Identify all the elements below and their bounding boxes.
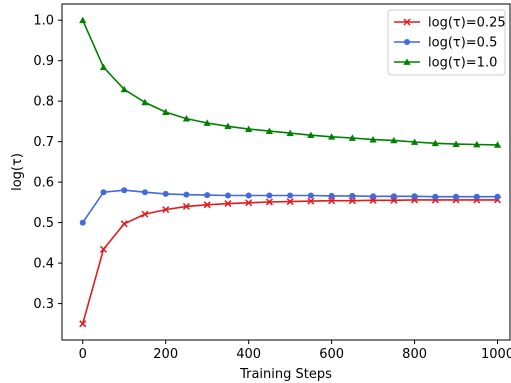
data-point (266, 192, 273, 199)
data-point (390, 136, 398, 144)
data-point (432, 193, 439, 200)
y-axis: 0.3 0.4 0.5 0.6 0.7 0.8 0.9 1.0 (33, 14, 62, 312)
x-axis: 0 200 400 600 800 1000 (79, 340, 511, 362)
y-tick-label: 0.8 (33, 95, 54, 110)
data-point (79, 219, 86, 226)
y-tick-label: 1.0 (33, 14, 54, 29)
data-point (411, 193, 418, 200)
data-point (370, 193, 377, 200)
data-point (348, 134, 356, 141)
data-point (494, 193, 501, 200)
legend-marker (404, 39, 410, 45)
data-point (120, 85, 128, 93)
data-point (182, 202, 190, 210)
data-point (203, 201, 211, 209)
data-point (265, 198, 273, 206)
data-point (328, 197, 336, 205)
series-line (81, 199, 498, 325)
data-point (182, 114, 191, 122)
data-point (141, 98, 149, 106)
legend-label: log(τ)=0.5 (428, 36, 497, 51)
data-point (307, 197, 315, 205)
data-point (265, 127, 274, 134)
series-1 (79, 196, 502, 328)
data-point (99, 245, 108, 253)
data-point (328, 192, 335, 199)
data-point (141, 189, 148, 196)
series-layer (79, 16, 502, 328)
data-point (307, 131, 315, 139)
data-point (328, 133, 336, 140)
data-point (224, 200, 232, 208)
data-point (79, 320, 87, 328)
legend-item: log(τ)=0.5 (394, 36, 497, 51)
data-point (287, 192, 294, 199)
series-3 (79, 16, 502, 148)
y-tick-label: 0.3 (33, 297, 54, 312)
legend-label: log(τ)=1.0 (428, 56, 497, 71)
data-point (204, 192, 211, 199)
legend-item: log(τ)=1.0 (394, 56, 497, 71)
data-point (349, 192, 356, 199)
legend-box (387, 9, 506, 76)
legend-marker (403, 58, 411, 65)
x-axis-label: Training Steps (239, 367, 332, 382)
data-point (224, 122, 232, 130)
data-point (452, 140, 460, 147)
x-tick-label: 800 (402, 347, 427, 362)
data-point (473, 193, 480, 200)
data-point (390, 193, 397, 200)
series-2 (79, 187, 501, 226)
data-point (121, 187, 128, 194)
plot-frame (61, 3, 511, 341)
data-point (183, 191, 190, 198)
data-point (162, 206, 170, 214)
x-tick-label: 400 (236, 347, 261, 362)
data-point (203, 119, 211, 126)
data-point (453, 193, 460, 200)
data-point (493, 141, 502, 148)
data-point (162, 190, 169, 197)
data-point (431, 139, 439, 147)
x-tick-label: 0 (79, 347, 87, 362)
legend: log(τ)=0.25 log(τ)=0.5 log(τ)=1.0 (387, 9, 506, 76)
data-point (141, 210, 149, 218)
y-tick-label: 0.4 (33, 257, 54, 272)
data-point (473, 140, 481, 148)
data-point (100, 189, 107, 196)
y-tick-label: 0.6 (33, 176, 54, 191)
legend-item: log(τ)=0.25 (394, 16, 506, 31)
y-axis-label: log(τ) (10, 153, 25, 191)
data-point (162, 108, 170, 115)
data-point (120, 220, 128, 228)
data-point (307, 192, 314, 199)
x-tick-label: 1000 (481, 347, 511, 362)
data-point (99, 63, 108, 71)
y-tick-label: 0.9 (33, 54, 54, 69)
data-point (224, 192, 231, 199)
legend-marker (403, 18, 411, 26)
data-point (286, 129, 294, 137)
data-point (410, 138, 419, 145)
data-point (369, 136, 377, 143)
x-tick-label: 600 (319, 347, 344, 362)
y-tick-label: 0.5 (33, 216, 54, 231)
data-point (79, 16, 87, 24)
data-point (286, 198, 294, 206)
x-tick-label: 200 (153, 347, 178, 362)
y-tick-label: 0.7 (33, 135, 54, 150)
data-point (245, 192, 252, 199)
legend-label: log(τ)=0.25 (428, 16, 506, 31)
data-point (245, 199, 253, 207)
data-point (245, 125, 253, 132)
data-point (348, 197, 356, 205)
